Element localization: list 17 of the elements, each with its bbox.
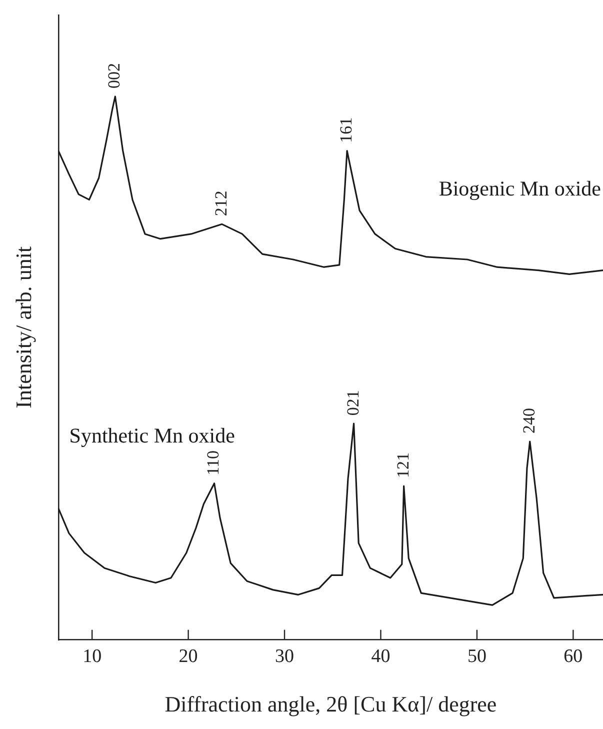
annotation: 110: [204, 450, 223, 476]
annotation: 212: [211, 190, 230, 216]
annotation: 021: [343, 390, 362, 416]
y-axis-title: Intensity/ arb. unit: [10, 246, 36, 408]
x-tick-label: 30: [275, 646, 294, 668]
annotation: 161: [336, 117, 356, 143]
x-tick-label: 20: [178, 646, 198, 668]
annotation: 121: [393, 452, 412, 478]
x-tick-label: 50: [467, 646, 486, 668]
text: Biogenic Mn oxide: [438, 176, 601, 200]
annotation: 002: [104, 62, 124, 88]
annotation: 240: [519, 408, 538, 434]
series-label: Synthetic Mn oxide: [69, 423, 235, 448]
x-tick-label: 40: [371, 646, 390, 668]
x-axis-title: Diffraction angle, 2θ [Cu Kα]/ degree: [164, 692, 497, 717]
x-tick-label: 60: [564, 646, 583, 668]
x-tick-label: 10: [82, 646, 102, 668]
